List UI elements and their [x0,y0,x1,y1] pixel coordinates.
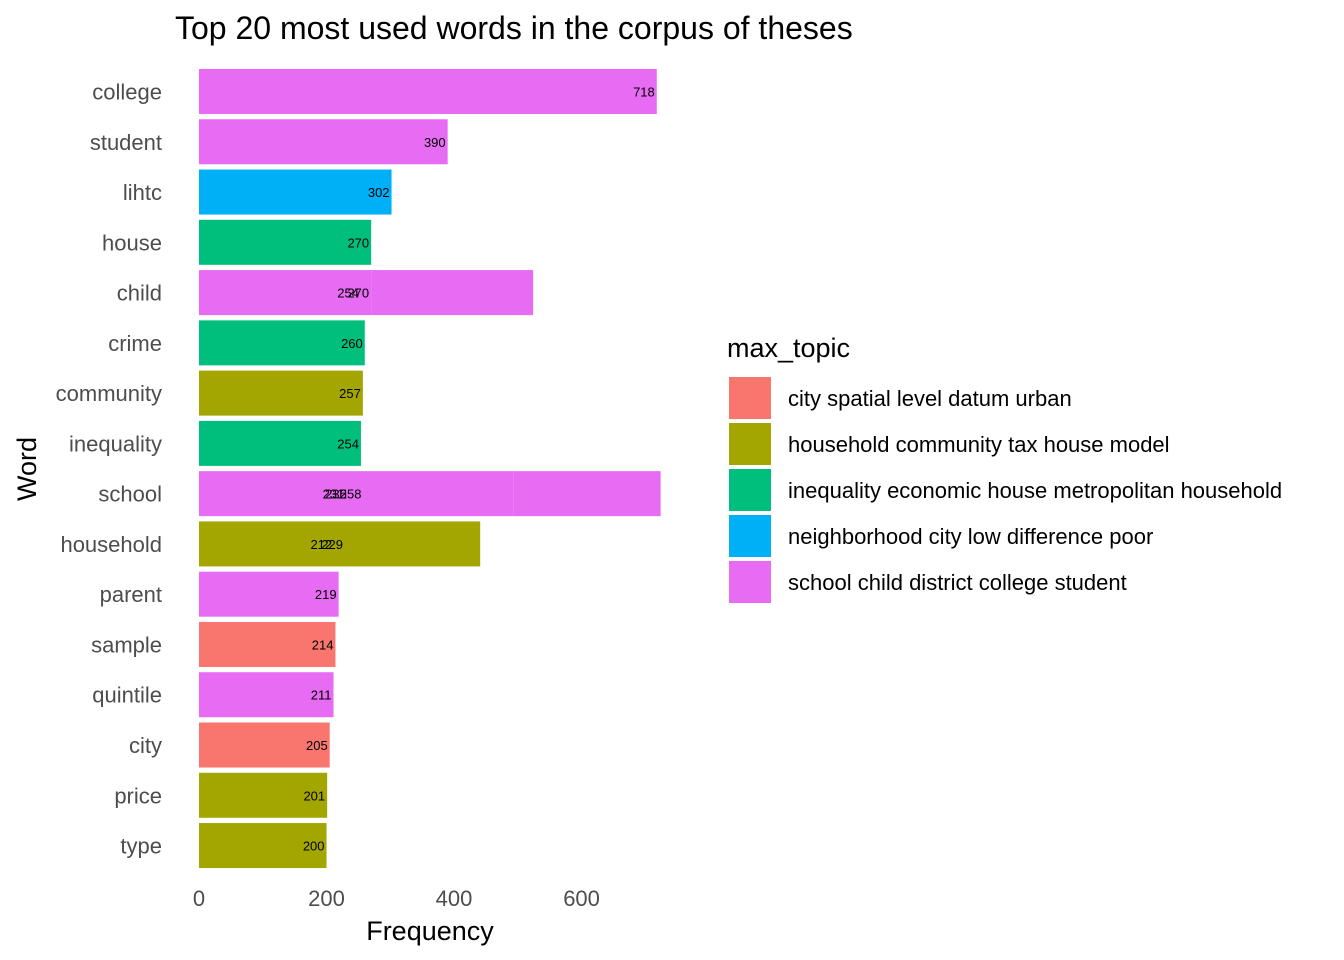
bar-house-segment-0 [199,219,372,265]
legend: max_topic city spatial level datum urban… [727,333,1282,603]
bar-city-segment-0 [199,722,330,768]
x-tick-label: 400 [436,886,473,911]
data-label: 211 [311,688,332,703]
bar-school-segment-0 [199,471,364,517]
legend-swatch [729,561,771,603]
data-label: 270 [347,235,369,250]
y-tick-label: parent [100,582,162,607]
bar-student-segment-0 [199,119,448,165]
bar-inequality-segment-0 [199,420,361,466]
bar-school-segment-2 [513,471,661,517]
bar-college-segment-0 [199,69,657,114]
y-tick-label: child [117,281,162,306]
data-label: 214 [312,637,334,652]
legend-label: inequality economic house metropolitan h… [788,478,1282,503]
data-label: 718 [633,85,655,100]
y-tick-label: school [98,482,162,507]
x-axis-title: Frequency [366,916,494,946]
y-tick-label: crime [108,331,162,356]
legend-swatch [729,377,771,419]
bar-crime-segment-0 [199,320,365,366]
bar-price-segment-0 [199,772,328,818]
data-label: 212 [310,537,332,552]
legend-label: city spatial level datum urban [788,386,1072,411]
bar-household-segment-0 [199,521,346,567]
data-label: 257 [339,386,361,401]
chart-title: Top 20 most used words in the corpus of … [175,10,853,46]
bar-household-segment-1 [345,521,481,567]
data-label: 270 [347,286,369,301]
legend-swatch [729,515,771,557]
legend-title: max_topic [727,333,850,363]
data-label: 201 [303,788,325,803]
bar-community-segment-0 [199,370,363,416]
legend-label: neighborhood city low difference poor [788,524,1153,549]
data-label: 254 [337,436,359,451]
y-tick-labels: college student lihtc house child crime commun… [56,80,162,859]
y-tick-label: student [90,130,162,155]
bar-school-segment-1 [363,471,514,517]
y-tick-label: sample [91,632,162,657]
data-label: 302 [368,185,390,200]
data-label: 254 [337,286,359,301]
x-tick-label: 200 [308,886,345,911]
y-tick-label: lihtc [123,180,162,205]
bars-layer: 7183903022702702542602572542582352312292… [199,69,661,869]
y-axis-title: Word [12,437,42,501]
y-tick-label: price [114,783,162,808]
legend-swatch [729,469,771,511]
bar-type-segment-0 [199,823,327,869]
y-tick-label: college [92,80,162,105]
data-label: 219 [315,587,337,602]
y-tick-label: house [102,230,162,255]
legend-swatch [729,423,771,465]
data-label: 258 [340,487,362,502]
y-tick-label: city [129,733,162,758]
bar-child-segment-1 [371,270,534,316]
y-tick-label: quintile [92,683,162,708]
data-label: 260 [341,336,363,351]
bar-quintile-segment-0 [199,672,334,718]
data-label: 200 [303,839,325,854]
bar-parent-segment-0 [199,571,339,617]
legend-label: household community tax house model [788,432,1170,457]
x-tick-labels: 0 200 400 600 [193,886,600,911]
y-tick-label: inequality [69,431,162,456]
bar-child-segment-0 [199,270,372,316]
legend-label: school child district college student [788,570,1127,595]
data-label: 231 [323,487,345,502]
y-tick-label: household [60,532,162,557]
data-label: 229 [321,537,343,552]
data-label: 205 [306,738,328,753]
bar-lihtc-segment-0 [199,169,392,215]
y-tick-label: type [120,834,162,859]
bar-sample-segment-0 [199,621,336,667]
data-label: 235 [325,487,347,502]
data-label: 390 [424,135,446,150]
x-tick-label: 0 [193,886,205,911]
x-tick-label: 600 [563,886,600,911]
y-tick-label: community [56,381,162,406]
